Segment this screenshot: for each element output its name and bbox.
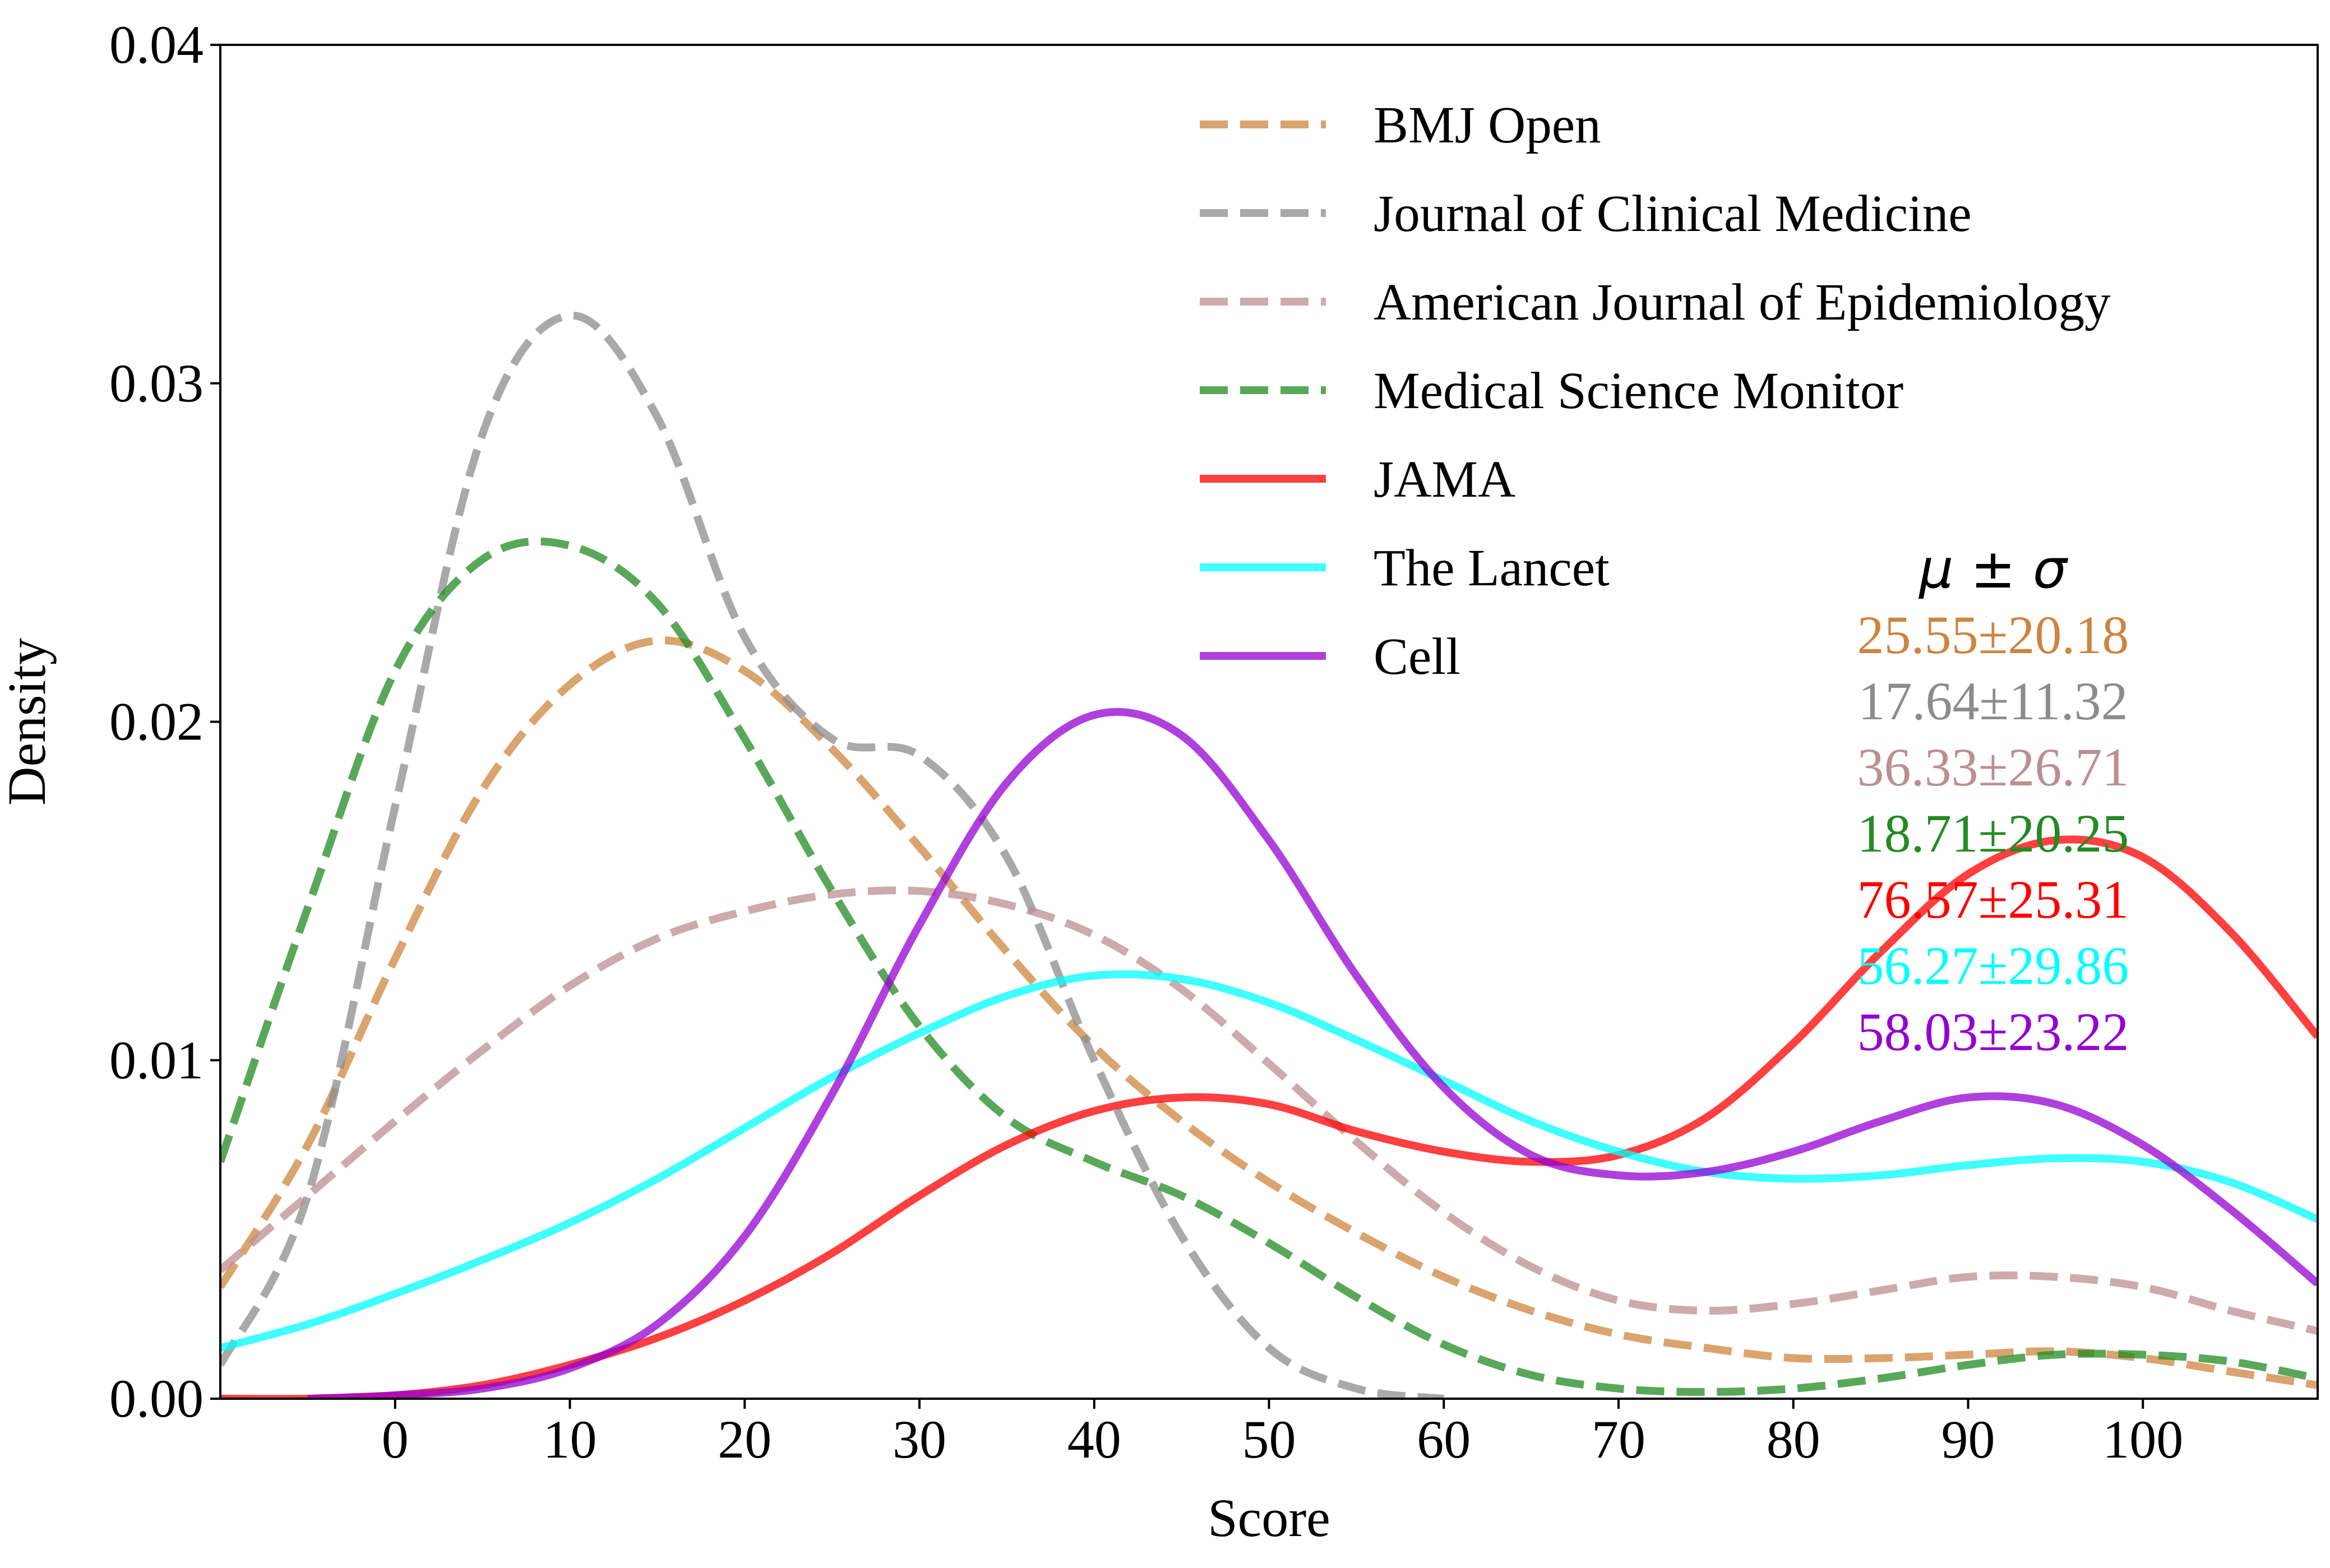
x-axis-label: Score	[1208, 1488, 1330, 1548]
legend-label: Journal of Clinical Medicine	[1374, 185, 1972, 243]
x-tick-label: 60	[1417, 1409, 1471, 1469]
stats-box: μ ± σ 25.55±20.1817.64±11.3236.33±26.711…	[1857, 538, 2129, 1062]
legend-label: JAMA	[1374, 451, 1515, 508]
x-tick-label: 10	[543, 1409, 597, 1469]
curves	[220, 311, 2318, 1399]
y-tick-label: 0.00	[109, 1368, 204, 1428]
series-line-cell	[307, 707, 2318, 1399]
y-tick-label: 0.03	[109, 353, 204, 413]
legend-label: American Journal of Epidemiology	[1374, 274, 2111, 331]
x-tick-label: 80	[1767, 1409, 1820, 1469]
legend-label: Medical Science Monitor	[1374, 362, 1903, 420]
stat-label: 18.71±20.25	[1857, 803, 2129, 863]
stat-label: 76.57±25.31	[1857, 869, 2129, 929]
stats-header: μ ± σ	[1918, 538, 2069, 600]
x-tick-label: 90	[1941, 1409, 1995, 1469]
stat-label: 58.03±23.22	[1857, 1002, 2129, 1062]
x-tick-label: 30	[893, 1409, 946, 1469]
stat-label: 17.64±11.32	[1858, 671, 2128, 731]
x-tick-label: 70	[1592, 1409, 1645, 1469]
y-tick-label: 0.04	[109, 15, 204, 75]
legend-label: The Lancet	[1374, 539, 1610, 597]
x-tick-label: 100	[2102, 1409, 2183, 1469]
x-tick-label: 20	[718, 1409, 771, 1469]
x-tick-label: 50	[1242, 1409, 1296, 1469]
series-line-medical-science-monitor	[220, 537, 2318, 1396]
x-tick-label: 0	[382, 1409, 409, 1469]
legend: BMJ Open Journal of Clinical Medicine Amer…	[1200, 96, 2111, 686]
legend-label: BMJ Open	[1374, 96, 1601, 154]
stat-label: 25.55±20.18	[1857, 605, 2129, 665]
y-tick-label: 0.01	[109, 1030, 204, 1090]
series-line-american-journal-of-epidemiology	[220, 886, 2318, 1335]
series-line-the-lancet	[220, 970, 2318, 1352]
stat-label: 36.33±26.71	[1857, 737, 2129, 797]
series-line-bmj-open	[220, 636, 2318, 1389]
x-tick-label: 40	[1067, 1409, 1121, 1469]
series-line-journal-of-clinical-medicine	[220, 311, 1445, 1399]
y-tick-label: 0.02	[109, 692, 204, 752]
legend-label: Cell	[1374, 628, 1460, 686]
y-axis-label: Density	[0, 638, 57, 806]
stat-label: 56.27±29.86	[1857, 936, 2129, 996]
axis-ticks: 0 10 20 30 40 50 60 70 80 90 100 0.00 0.01 0.02 0.03 0.…	[109, 15, 2183, 1469]
